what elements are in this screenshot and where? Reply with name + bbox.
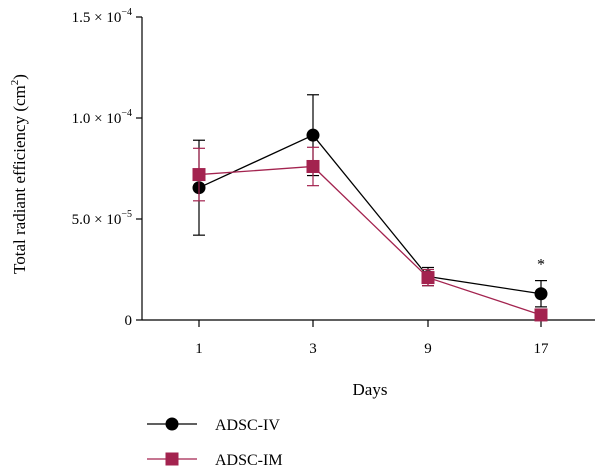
data-point [534, 287, 548, 301]
series-adsc-iv [192, 94, 548, 308]
series-adsc-im [192, 146, 548, 322]
x-tick-labels: 1 3 9 17 [195, 341, 549, 357]
y-tick-exponent: −4 [121, 7, 132, 18]
legend-marker [165, 417, 179, 431]
y-tick-label: 0 [125, 313, 133, 329]
x-tick-label: 1 [195, 341, 203, 357]
data-point [306, 159, 320, 173]
legend: ADSC-IV ADSC-IM [147, 417, 283, 469]
y-tick-exponent: −4 [121, 108, 132, 119]
data-point [192, 168, 206, 182]
data-point [306, 128, 320, 142]
legend-label: ADSC-IM [215, 452, 283, 469]
x-tick-label: 3 [309, 341, 317, 357]
annotations: * [537, 257, 545, 274]
data-point [421, 271, 435, 285]
legend-item-adsc-iv: ADSC-IV [147, 417, 280, 434]
y-tick-label: 5.0 × 10−5 [72, 209, 132, 228]
y-axis-label-superscript: 2 [9, 80, 21, 86]
legend-item-adsc-im: ADSC-IM [147, 452, 283, 469]
series-line [198, 134, 542, 295]
series-layer [192, 94, 548, 322]
y-tick-label: 1.5 × 10−4 [72, 7, 132, 26]
significance-marker: * [537, 257, 545, 274]
x-tick-label: 17 [534, 341, 550, 357]
x-axis-label: Days [353, 380, 388, 399]
y-axis-label: Total radiant efficiency (cm2) [9, 74, 29, 274]
x-tick-label: 9 [424, 341, 432, 357]
axes [136, 16, 595, 327]
y-tick-label: 1.0 × 10−4 [72, 108, 132, 127]
legend-label: ADSC-IV [215, 417, 280, 434]
series-line [198, 165, 542, 316]
legend-marker [165, 452, 179, 466]
y-tick-labels: 0 5.0 × 10−5 1.0 × 10−4 1.5 × 10−4 [72, 7, 132, 329]
data-point [534, 308, 548, 322]
y-tick-exponent: −5 [121, 209, 132, 220]
